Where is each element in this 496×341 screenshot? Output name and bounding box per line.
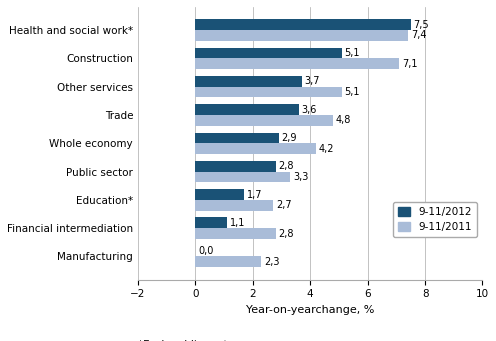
Bar xyxy=(195,104,299,115)
Text: 1,7: 1,7 xyxy=(247,190,262,199)
Text: 5,1: 5,1 xyxy=(345,87,360,97)
Text: 3,6: 3,6 xyxy=(302,105,317,115)
Text: 4,8: 4,8 xyxy=(336,115,352,125)
Bar xyxy=(195,87,342,98)
Text: 1,1: 1,1 xyxy=(230,218,245,228)
Text: 3,3: 3,3 xyxy=(293,172,309,182)
Text: 2,7: 2,7 xyxy=(276,200,291,210)
Bar xyxy=(195,58,399,69)
Text: 7,1: 7,1 xyxy=(402,59,418,69)
Bar xyxy=(195,76,302,87)
Bar xyxy=(195,30,408,41)
Bar xyxy=(195,200,273,211)
Bar xyxy=(195,218,227,228)
Bar xyxy=(195,189,244,200)
Text: 2,9: 2,9 xyxy=(282,133,297,143)
Bar xyxy=(195,228,276,239)
Bar xyxy=(195,48,342,58)
Text: 2,3: 2,3 xyxy=(264,257,280,267)
Text: 7,4: 7,4 xyxy=(411,30,426,41)
Bar xyxy=(195,133,279,143)
Text: 4,2: 4,2 xyxy=(319,144,334,154)
X-axis label: Year-on-yearchange, %: Year-on-yearchange, % xyxy=(246,305,374,315)
Bar xyxy=(195,143,316,154)
Text: 5,1: 5,1 xyxy=(345,48,360,58)
Bar xyxy=(195,161,276,172)
Text: 3,7: 3,7 xyxy=(305,76,320,86)
Text: 2,8: 2,8 xyxy=(279,161,294,171)
Bar xyxy=(195,256,261,267)
Bar xyxy=(195,115,333,126)
Text: *Excl. public sector: *Excl. public sector xyxy=(138,340,238,341)
Bar xyxy=(195,172,290,182)
Legend: 9-11/2012, 9-11/2011: 9-11/2012, 9-11/2011 xyxy=(392,202,477,237)
Text: 2,8: 2,8 xyxy=(279,228,294,239)
Bar xyxy=(195,19,411,30)
Text: 7,5: 7,5 xyxy=(414,20,429,30)
Text: 0,0: 0,0 xyxy=(198,246,214,256)
